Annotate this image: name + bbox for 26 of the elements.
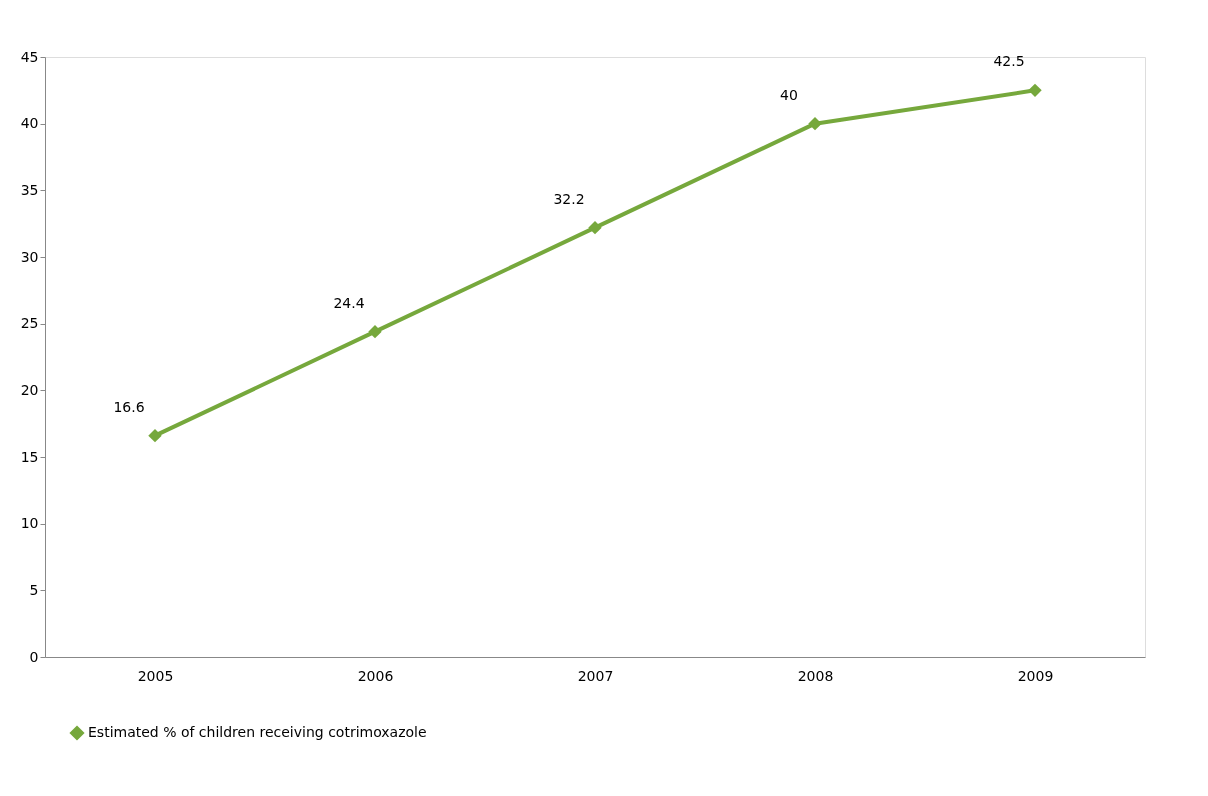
point xyxy=(368,324,382,339)
data-label: 42.5 xyxy=(993,53,1025,70)
x-tick-label: 2006 xyxy=(357,667,394,684)
y-tick-label: 0 xyxy=(29,648,39,665)
point xyxy=(588,220,602,235)
y-tick-label: 40 xyxy=(20,115,39,132)
data-label: 16.6 xyxy=(113,398,145,415)
point xyxy=(808,116,822,131)
y-tick-label: 15 xyxy=(20,448,39,465)
data-label: 32.2 xyxy=(553,190,585,207)
x-tick-label: 2008 xyxy=(797,667,834,684)
x-tick-label: 2007 xyxy=(577,667,614,684)
y-tick-label: 30 xyxy=(20,248,39,265)
y-tick-label: 25 xyxy=(20,315,39,332)
data-label: 24.4 xyxy=(333,294,365,311)
data-label: 40 xyxy=(780,86,798,103)
x-tick-label: 2009 xyxy=(1017,667,1054,684)
point xyxy=(148,428,162,443)
y-tick-label: 5 xyxy=(29,581,39,598)
y-tick-label: 45 xyxy=(20,48,39,65)
y-tick-label: 10 xyxy=(20,515,39,532)
y-tick-label: 20 xyxy=(20,381,39,398)
y-tick-label: 35 xyxy=(20,181,39,198)
x-tick-label: 2005 xyxy=(137,667,174,684)
point xyxy=(1028,83,1042,98)
legend-label: Estimated % of children receiving cotrimoxazole xyxy=(88,724,427,740)
